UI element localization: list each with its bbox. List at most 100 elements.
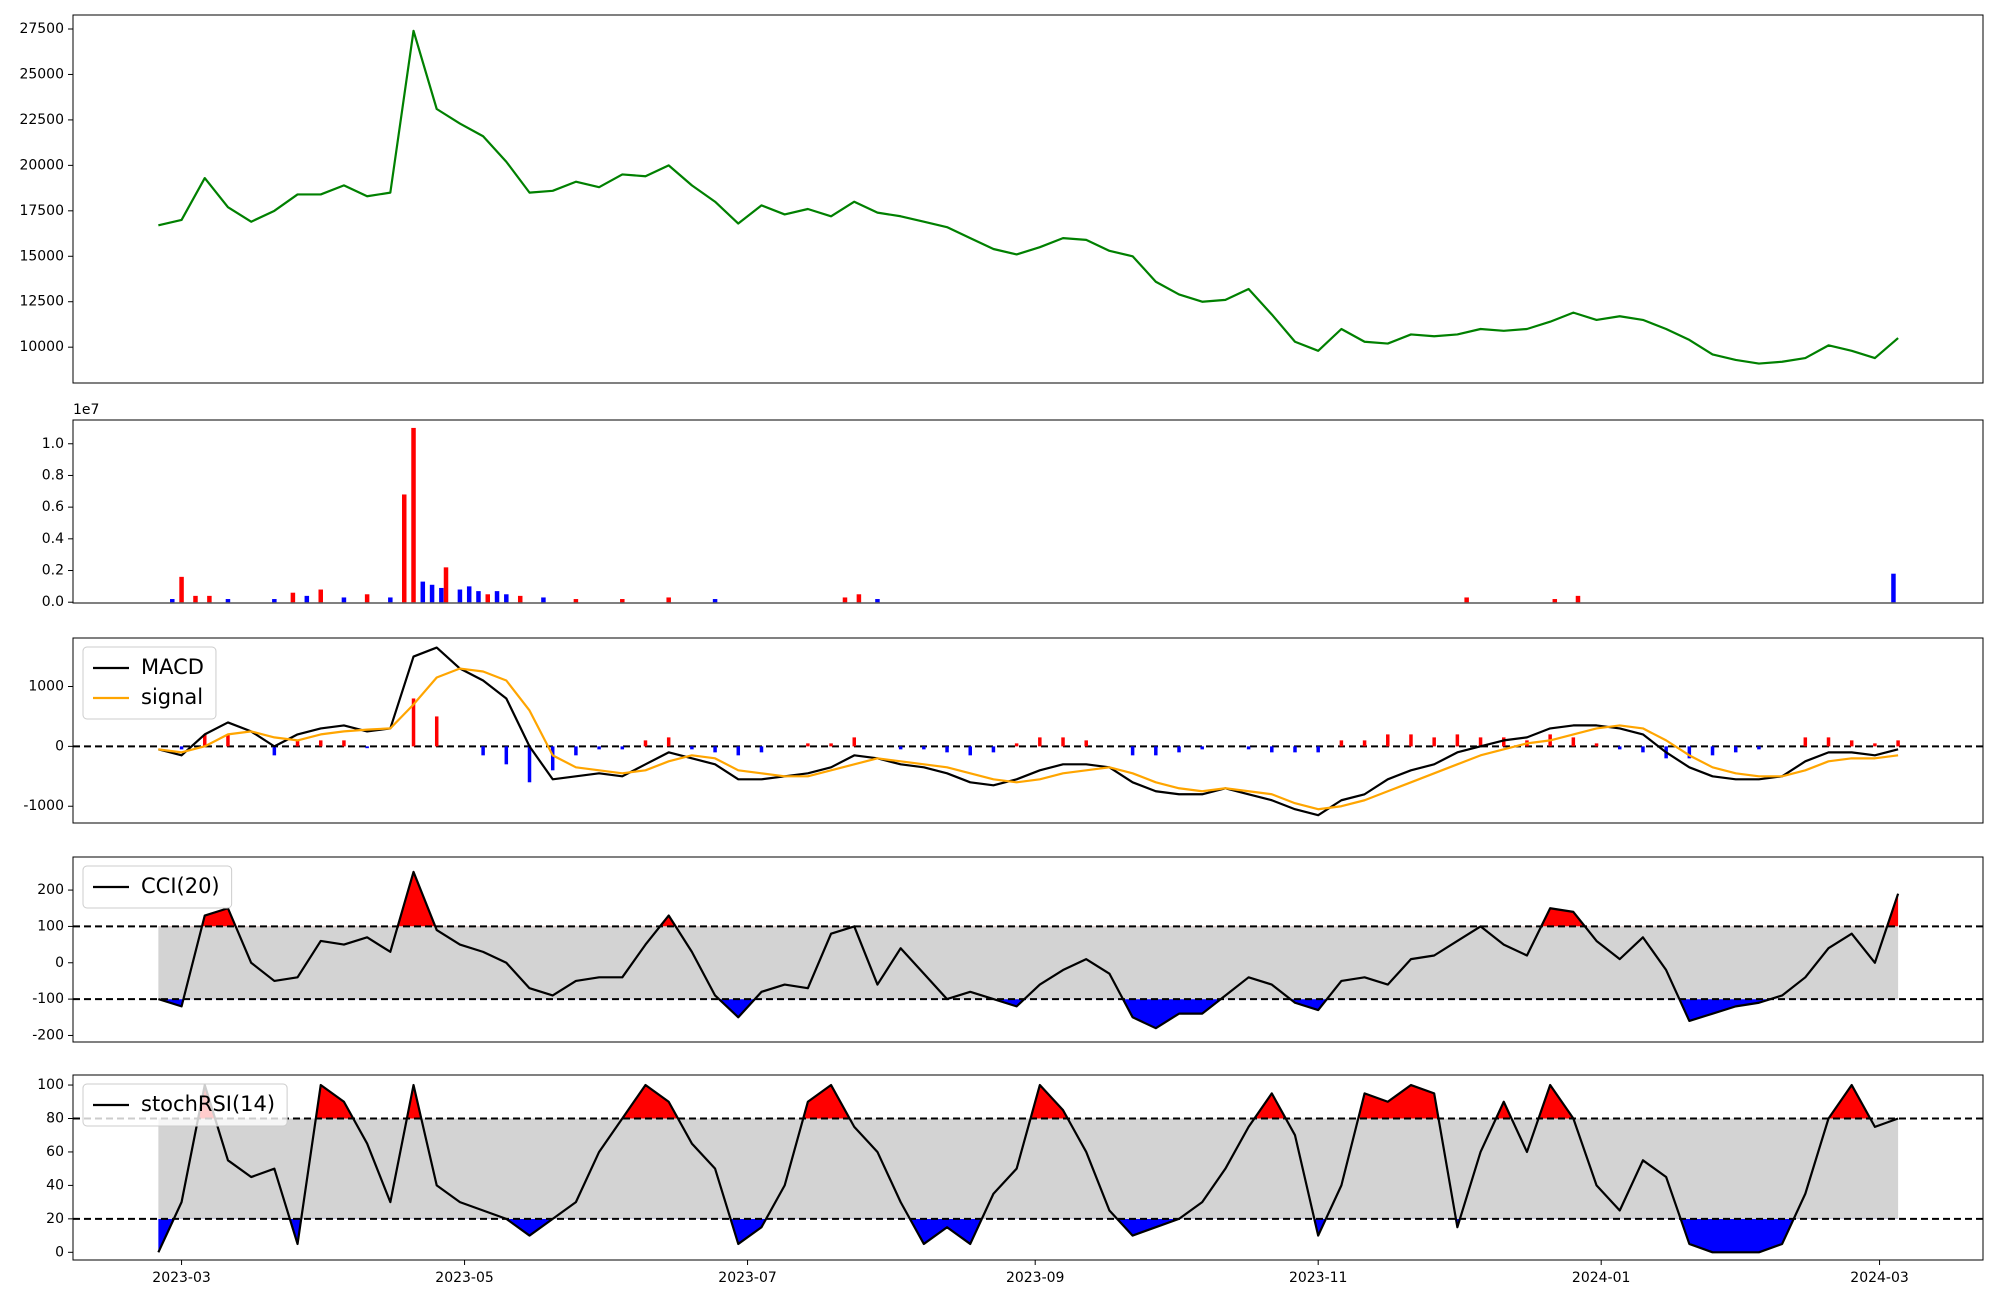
bar [179,576,184,603]
y-tick-label: 0.8 [42,467,64,483]
bar [494,591,500,603]
axes-frame [72,1074,1984,1261]
histogram-bar [481,746,485,756]
histogram-bar [1084,740,1088,747]
y-tick-label: 20000 [19,157,64,173]
y-tick-label: 100 [37,1077,64,1093]
histogram-bar [504,746,509,765]
y-tick-label: 1000 [28,678,64,694]
legend-box [82,1083,288,1127]
histogram-bar [1455,734,1460,747]
band-fill [158,1118,1899,1219]
histogram-bar [898,746,903,750]
bar [318,589,323,603]
legend-label: CCI(20) [141,874,220,898]
y-tick-label: 0.2 [42,563,64,579]
histogram-bar [1896,740,1900,747]
bar [457,589,463,603]
histogram-bar [643,740,648,747]
histogram-bar [945,746,949,753]
x-tick-label: 2024-03 [1850,1270,1909,1286]
histogram-bar [1849,740,1854,747]
bar [504,594,509,603]
x-tick-label: 2023-05 [435,1270,494,1286]
histogram-bar [1339,740,1344,747]
legend-label: signal [141,685,203,709]
histogram-bar [620,746,625,750]
histogram-bar [806,743,810,747]
histogram-bar [991,746,996,753]
axis-offset-text: 1e7 [73,402,99,418]
histogram-bar [365,746,369,749]
bar [1891,573,1896,603]
histogram-bar [411,698,416,747]
bar [1464,597,1469,603]
histogram-bar [272,746,277,756]
histogram-bar [1687,746,1692,759]
panel [73,646,1983,817]
histogram-bar [1409,734,1413,747]
histogram-bar [1061,737,1065,747]
y-tick-label: 10000 [19,339,64,355]
x-tick-label: 2023-03 [152,1270,211,1286]
legend-box [82,646,217,720]
y-tick-label: 40 [46,1177,64,1193]
histogram-bar [574,746,578,756]
y-tick-label: 0.4 [42,531,64,547]
histogram-bar [1432,737,1436,747]
bar [476,591,481,603]
bar [1552,599,1558,603]
histogram-bar [736,746,741,756]
histogram-bar [295,740,300,747]
bar [207,595,212,603]
series-line [157,1083,1899,1254]
bar [272,599,277,603]
above-fill [198,1085,1871,1119]
histogram-bar [1270,746,1274,753]
y-tick-label: -100 [32,991,64,1007]
histogram-bar [1130,746,1135,756]
panel [73,870,1983,1030]
histogram-bar [1038,737,1042,747]
bar [429,584,435,603]
bar [411,427,416,603]
y-tick-label: 0 [55,955,64,971]
bar [304,595,310,603]
histogram-bar [1641,746,1645,753]
histogram-bar [1733,746,1738,753]
y-tick-label: 100 [37,918,64,934]
x-tick-label: 2023-09 [1006,1270,1065,1286]
histogram-bar [922,746,926,750]
series-line [158,870,1900,1030]
bar [856,594,862,603]
x-tick-label: 2023-07 [718,1270,777,1286]
axes-frame [72,419,1984,604]
histogram-bar [1478,737,1483,747]
histogram-bar [1362,740,1367,747]
histogram-bar [1594,743,1599,747]
histogram-bar [690,746,694,750]
y-tick-label: -1000 [23,798,64,814]
histogram-bar [1014,743,1019,747]
histogram-bar [597,746,601,750]
histogram-bar [434,716,439,747]
below-fill [158,999,1899,1029]
band-fill [158,926,1899,1000]
legend: CCI(20) [82,865,233,909]
bar [573,599,579,603]
y-tick-label: -200 [32,1027,64,1043]
y-tick-label: 60 [46,1144,64,1160]
histogram-bar [1316,746,1320,753]
bar [443,567,449,603]
histogram-bar [1873,743,1877,747]
y-tick-label: 20 [46,1211,64,1227]
legend-box [82,865,233,909]
bar [485,594,491,603]
histogram-bar [1571,737,1576,747]
y-tick-label: 22500 [19,112,64,128]
bar [401,494,407,603]
y-tick-label: 0.6 [42,499,64,515]
histogram-bar [852,737,857,747]
legend-label: MACD [141,655,204,679]
x-tick-label: 2024-01 [1572,1270,1631,1286]
